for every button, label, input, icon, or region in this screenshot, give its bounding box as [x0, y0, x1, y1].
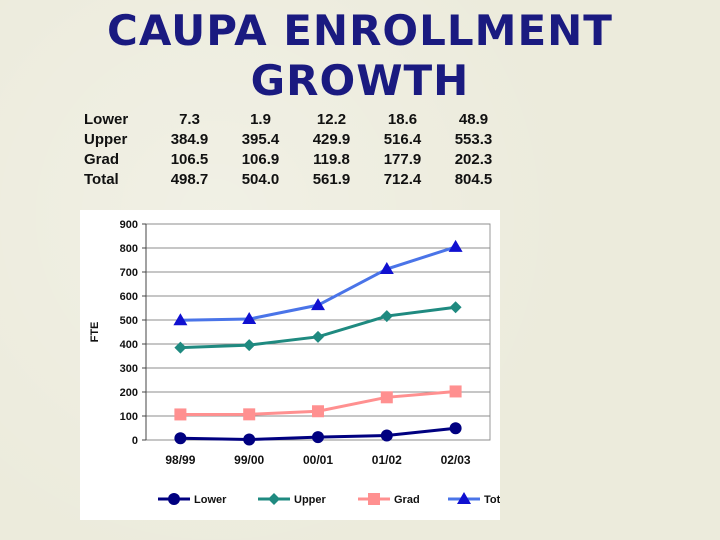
- table-cell: 119.8: [313, 151, 350, 168]
- table-cell: 106.9: [241, 151, 280, 168]
- table-cell: 553.3: [454, 131, 493, 148]
- x-tick-label: 02/03: [441, 453, 471, 467]
- line-chart: 0 100 200 300 400 500 600 700 800 900 FTE 98/99 99/0…: [89, 219, 500, 506]
- data-point-grad: [380, 391, 393, 404]
- table-row-label: Lower: [84, 111, 129, 128]
- y-axis-label: FTE: [89, 322, 101, 343]
- table-cell: 516.4: [383, 131, 422, 148]
- table-cell: 12.2: [316, 111, 347, 128]
- table-row-label: Total: [84, 171, 119, 188]
- data-point-total: [311, 298, 325, 311]
- y-tick-label: 600: [120, 291, 138, 303]
- data-point-upper: [312, 330, 324, 343]
- y-tick-label: 0: [132, 435, 138, 447]
- data-point-lower: [174, 432, 187, 445]
- table-cell: 561.9: [312, 171, 351, 188]
- data-point-upper: [174, 341, 187, 354]
- y-tick-label: 700: [120, 267, 138, 279]
- table-cell: 429.9: [312, 131, 351, 148]
- legend-label-upper: Upper: [294, 494, 327, 506]
- y-tick-label: 200: [120, 387, 138, 399]
- data-point-grad: [312, 405, 324, 418]
- table-row: Upper 384.9 395.4 429.9 516.4 553.3: [80, 130, 509, 150]
- x-tick-label: 98/99: [165, 453, 195, 467]
- data-point-total: [379, 262, 394, 275]
- table-row: Grad 106.5 106.9 119.8 177.9 202.3: [80, 150, 509, 170]
- y-tick-label: 400: [120, 339, 138, 351]
- table-cell: 504.0: [241, 171, 280, 188]
- data-point-grad: [449, 385, 462, 398]
- table-cell: 202.3: [454, 151, 493, 168]
- y-tick-label: 300: [120, 363, 138, 375]
- data-point-upper: [380, 310, 393, 323]
- table-cell: 18.6: [387, 111, 418, 128]
- x-tick-label: 00/01: [303, 453, 333, 467]
- table-cell: 177.9: [383, 151, 422, 168]
- y-tick-label: 100: [120, 411, 138, 423]
- table-cell: 1.9: [250, 111, 271, 128]
- legend-marker-total: [457, 492, 471, 504]
- x-tick-label: 01/02: [372, 453, 402, 467]
- table-row-label: Grad: [84, 151, 120, 168]
- chart-panel: 0 100 200 300 400 500 600 700 800 900 FTE 98/99 99/0…: [80, 210, 500, 520]
- table-cell: 106.5: [170, 151, 209, 168]
- y-tick-label: 800: [120, 243, 138, 255]
- data-point-upper: [449, 301, 462, 314]
- legend-label-total: Total: [484, 494, 500, 506]
- y-tick-label: 500: [120, 315, 138, 327]
- data-point-total: [448, 239, 463, 252]
- table-row: Lower 7.3 1.9 12.2 18.6 48.9: [80, 110, 509, 130]
- table-row-label: Upper: [84, 131, 128, 148]
- title-line-1: CAUPA ENROLLMENT: [107, 6, 613, 55]
- data-point-lower: [380, 429, 393, 442]
- data-point-lower: [449, 422, 462, 435]
- legend-label-grad: Grad: [394, 494, 420, 506]
- legend-marker-grad: [368, 493, 380, 505]
- table-cell: 395.4: [241, 131, 280, 148]
- table-row: Total 498.7 504.0 561.9 712.4 804.5: [80, 170, 509, 190]
- data-point-upper: [243, 339, 256, 352]
- table-cell: 498.7: [170, 171, 209, 188]
- table-cell: 384.9: [170, 131, 209, 148]
- slide-title: CAUPA ENROLLMENT GROWTH: [0, 6, 720, 106]
- legend-label-lower: Lower: [194, 494, 227, 506]
- data-point-grad: [243, 408, 256, 421]
- table-cell: 48.9: [458, 111, 489, 128]
- table-cell: 7.3: [179, 111, 200, 128]
- legend-marker-upper: [268, 493, 280, 505]
- x-tick-label: 99/00: [234, 453, 264, 467]
- table-cell: 712.4: [383, 171, 422, 188]
- data-point-grad: [174, 408, 187, 421]
- data-point-total: [242, 312, 257, 325]
- title-line-2: GROWTH: [250, 56, 470, 105]
- data-point-total: [173, 313, 188, 326]
- legend-marker-lower: [168, 493, 180, 505]
- table-cell: 804.5: [454, 171, 493, 188]
- data-point-lower: [312, 431, 324, 444]
- y-tick-label: 900: [120, 219, 138, 231]
- data-table: Lower 7.3 1.9 12.2 18.6 48.9 Upper 384.9 395.4 42…: [80, 110, 509, 190]
- data-point-lower: [243, 433, 256, 446]
